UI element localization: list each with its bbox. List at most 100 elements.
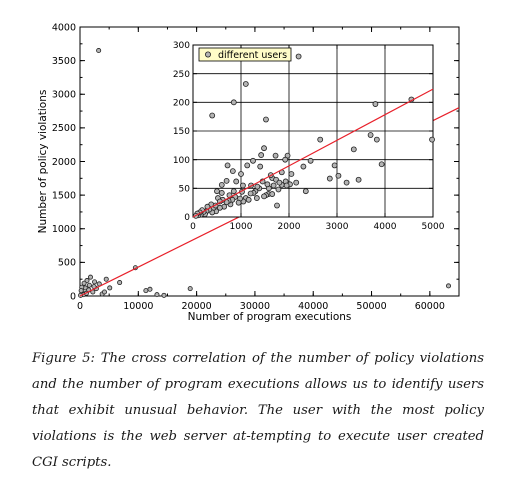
main-data-point: [101, 289, 107, 295]
inset-data-point: [283, 182, 290, 189]
main-data-point: [92, 279, 98, 285]
inset-data-point: [240, 182, 246, 189]
inset-data-point: [429, 136, 435, 143]
inset-data-point: [326, 175, 333, 182]
inset-data-point: [331, 162, 338, 169]
inset-x-tick-label: 1000: [230, 222, 253, 232]
inset-fit-line: [192, 88, 434, 218]
inset-data-point: [272, 152, 279, 159]
inset-y-tick-label: 200: [173, 98, 190, 108]
inset-y-tick-label: 0: [184, 213, 190, 223]
inset-x-tick-label: 2000: [278, 222, 301, 232]
inset-data-point: [233, 178, 240, 185]
main-y-axis-title: Number of policy violations: [37, 90, 49, 234]
inset-data-point: [367, 132, 374, 138]
inset-data-point: [274, 202, 280, 209]
main-x-tick-label: 10000: [123, 301, 153, 312]
main-data-point: [107, 285, 113, 291]
inset-data-point: [288, 171, 295, 177]
inset-data-point: [275, 186, 282, 193]
inset-data-point: [258, 152, 265, 158]
inset-y-tick-label: 100: [173, 156, 190, 166]
inset-data-point: [263, 116, 269, 123]
inset-data-point: [264, 181, 271, 188]
main-data-point: [446, 283, 452, 289]
inset-data-point: [343, 179, 350, 186]
inset-data-point: [276, 179, 283, 186]
main-y-tick-label: 1500: [52, 190, 76, 201]
inset-data-point: [261, 193, 267, 200]
inset-data-point: [250, 157, 256, 164]
main-y-tick-label: 2000: [52, 157, 76, 168]
inset-data-point: [373, 136, 380, 143]
inset-data-point: [293, 179, 300, 186]
main-data-point: [143, 288, 149, 294]
inset-data-point: [216, 204, 223, 211]
inset-plot: 0 1000 2000 3000 4000 5000 0 50 100 150 200 250 300 d…: [173, 41, 445, 232]
inset-y-tick-label: 250: [173, 70, 190, 80]
inset-data-point: [209, 112, 216, 119]
figure: 0 10000 20000 30000 40000 50000 60000050010001…: [37, 22, 460, 323]
inset-data-point: [223, 177, 230, 184]
inset-x-tick-label: 4000: [374, 222, 397, 232]
inset-data-point: [302, 188, 309, 195]
main-y-tick-label: 3500: [52, 56, 76, 67]
inset-data-point: [317, 136, 324, 143]
main-data-point: [78, 288, 84, 294]
inset-legend: different users: [198, 47, 292, 62]
main-y-tick-label: 2500: [52, 123, 76, 134]
main-x-tick-label: 50000: [356, 301, 386, 312]
inset-data-point: [282, 156, 289, 163]
main-y-tick-label: 4000: [52, 22, 76, 33]
inset-data-point: [229, 168, 236, 175]
main-data-point: [154, 292, 160, 298]
main-x-tick-label: 40000: [298, 301, 328, 312]
inset-data-point: [235, 199, 242, 206]
inset-data-point: [214, 188, 220, 195]
inset-data-point: [355, 176, 362, 183]
inset-data-point: [261, 145, 267, 152]
main-data-point: [147, 286, 153, 292]
inset-data-point: [378, 161, 385, 168]
inset-data-point: [245, 196, 252, 203]
main-data-point: [86, 282, 92, 288]
legend-label: different users: [218, 50, 287, 61]
main-data-point: [117, 280, 123, 286]
main-y-tick-label: 3000: [52, 90, 76, 101]
inset-data-point: [253, 195, 260, 201]
inset-data-point: [270, 182, 277, 189]
main-x-tick-label: 0: [77, 301, 83, 312]
inset-x-tick-label: 5000: [422, 222, 445, 232]
inset-data-point: [295, 53, 302, 60]
inset-data-point: [300, 163, 307, 170]
inset-x-tick-label: 0: [190, 222, 196, 232]
main-y-tick-label: 1000: [52, 224, 76, 235]
inset-data-point: [269, 191, 276, 197]
main-y-tick-label: 500: [58, 258, 76, 269]
inset-data-point: [238, 171, 244, 177]
inset-data-point: [244, 162, 251, 169]
inset-data-point: [242, 81, 249, 87]
main-y-tick-label: 0: [70, 291, 76, 302]
inset-data-point: [247, 190, 254, 197]
inset-data-point: [230, 99, 237, 106]
inset-data-point: [218, 181, 225, 188]
main-x-tick-label: 20000: [181, 301, 211, 312]
inset-data-point: [224, 162, 231, 169]
inset-data-point: [218, 190, 225, 196]
inset-y-tick-label: 300: [173, 41, 190, 51]
legend-marker: [204, 51, 211, 58]
legend-box: [198, 47, 292, 62]
main-x-axis-title: Number of program executions: [188, 311, 352, 323]
main-data-point: [87, 274, 93, 280]
inset-data-point: [254, 183, 261, 190]
inset-data-point: [257, 163, 264, 170]
main-data-point: [187, 286, 193, 292]
main-data-point: [103, 276, 109, 282]
main-x-tick-label: 60000: [415, 301, 445, 312]
inset-data-point: [335, 172, 342, 179]
inset-data-point: [372, 101, 379, 107]
inset-y-tick-label: 50: [179, 184, 191, 194]
main-data-point: [81, 280, 87, 286]
main-data-point: [161, 292, 167, 298]
